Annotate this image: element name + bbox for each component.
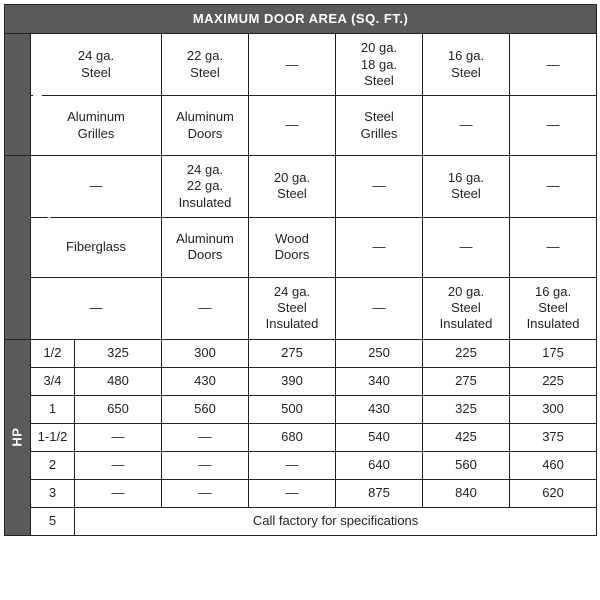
cell: 540 (336, 423, 423, 451)
cell: 300 (510, 395, 597, 423)
rolling-row-2: AluminumGrilles AluminumDoors — SteelGri… (5, 96, 597, 156)
sectional-row-3: — — 24 ga.SteelInsulated — 20 ga.SteelIn… (5, 277, 597, 339)
cell: 375 (510, 423, 597, 451)
cell: 24 ga.22 ga.Insulated (162, 156, 249, 218)
sectional-label: SECTIONAL (5, 156, 31, 340)
cell: 325 (75, 339, 162, 367)
cell: AluminumDoors (162, 217, 249, 277)
rolling-label: ROLLING (5, 34, 31, 156)
cell: — (249, 34, 336, 96)
cell: — (510, 217, 597, 277)
cell: AluminumDoors (162, 96, 249, 156)
hp-row-4: 2 — — — 640 560 460 (5, 451, 597, 479)
cell: 24 ga.Steel (31, 34, 162, 96)
cell: 480 (75, 367, 162, 395)
hp-row-1: 3/4 480 430 390 340 275 225 (5, 367, 597, 395)
header-row: MAXIMUM DOOR AREA (SQ. FT.) (5, 5, 597, 34)
cell: 275 (423, 367, 510, 395)
cell: 250 (336, 339, 423, 367)
cell: — (162, 479, 249, 507)
cell: 225 (423, 339, 510, 367)
cell: 560 (162, 395, 249, 423)
cell: WoodDoors (249, 217, 336, 277)
cell: — (162, 423, 249, 451)
hp-val: 1 (31, 395, 75, 423)
cell: — (510, 34, 597, 96)
hp-val: 3/4 (31, 367, 75, 395)
cell: — (75, 451, 162, 479)
table-title: MAXIMUM DOOR AREA (SQ. FT.) (5, 5, 597, 34)
cell: 840 (423, 479, 510, 507)
door-area-table: MAXIMUM DOOR AREA (SQ. FT.) ROLLING 24 g… (4, 4, 597, 536)
cell: — (336, 217, 423, 277)
cell: — (423, 217, 510, 277)
cell: SteelGrilles (336, 96, 423, 156)
sectional-row-2: Fiberglass AluminumDoors WoodDoors — — — (5, 217, 597, 277)
cell: 340 (336, 367, 423, 395)
cell: 460 (510, 451, 597, 479)
hp-val: 1/2 (31, 339, 75, 367)
cell: 390 (249, 367, 336, 395)
hp-label: HP (5, 339, 31, 535)
hp-val: 1-1/2 (31, 423, 75, 451)
cell: 175 (510, 339, 597, 367)
hp-val: 3 (31, 479, 75, 507)
cell: 325 (423, 395, 510, 423)
cell: 300 (162, 339, 249, 367)
cell: — (336, 156, 423, 218)
cell: 650 (75, 395, 162, 423)
cell: 560 (423, 451, 510, 479)
hp-row-3: 1-1/2 — — 680 540 425 375 (5, 423, 597, 451)
cell: AluminumGrilles (31, 96, 162, 156)
cell: 430 (336, 395, 423, 423)
hp-val: 2 (31, 451, 75, 479)
cell: — (249, 479, 336, 507)
cell: 16 ga.SteelInsulated (510, 277, 597, 339)
cell: — (162, 451, 249, 479)
cell: 225 (510, 367, 597, 395)
cell: 16 ga.Steel (423, 156, 510, 218)
cell: 24 ga.SteelInsulated (249, 277, 336, 339)
cell: 680 (249, 423, 336, 451)
cell: — (336, 277, 423, 339)
hp-row-6: 5 Call factory for specifications (5, 507, 597, 535)
cell: 275 (249, 339, 336, 367)
sectional-row-1: SECTIONAL — 24 ga.22 ga.Insulated 20 ga.… (5, 156, 597, 218)
cell: 640 (336, 451, 423, 479)
rolling-row-1: ROLLING 24 ga.Steel 22 ga.Steel — 20 ga.… (5, 34, 597, 96)
cell: — (510, 96, 597, 156)
call-factory: Call factory for specifications (75, 507, 597, 535)
cell: — (423, 96, 510, 156)
cell: 425 (423, 423, 510, 451)
cell: 16 ga.Steel (423, 34, 510, 96)
cell: — (162, 277, 249, 339)
cell: — (510, 156, 597, 218)
hp-row-2: 1 650 560 500 430 325 300 (5, 395, 597, 423)
cell: — (75, 479, 162, 507)
cell: — (249, 451, 336, 479)
hp-row-0: HP 1/2 325 300 275 250 225 175 (5, 339, 597, 367)
cell: — (249, 96, 336, 156)
cell: 20 ga.SteelInsulated (423, 277, 510, 339)
cell: 620 (510, 479, 597, 507)
cell: 22 ga.Steel (162, 34, 249, 96)
hp-val: 5 (31, 507, 75, 535)
cell: 500 (249, 395, 336, 423)
cell: 875 (336, 479, 423, 507)
hp-row-5: 3 — — — 875 840 620 (5, 479, 597, 507)
cell: 20 ga.18 ga.Steel (336, 34, 423, 96)
cell: — (75, 423, 162, 451)
cell: 430 (162, 367, 249, 395)
cell: 20 ga.Steel (249, 156, 336, 218)
